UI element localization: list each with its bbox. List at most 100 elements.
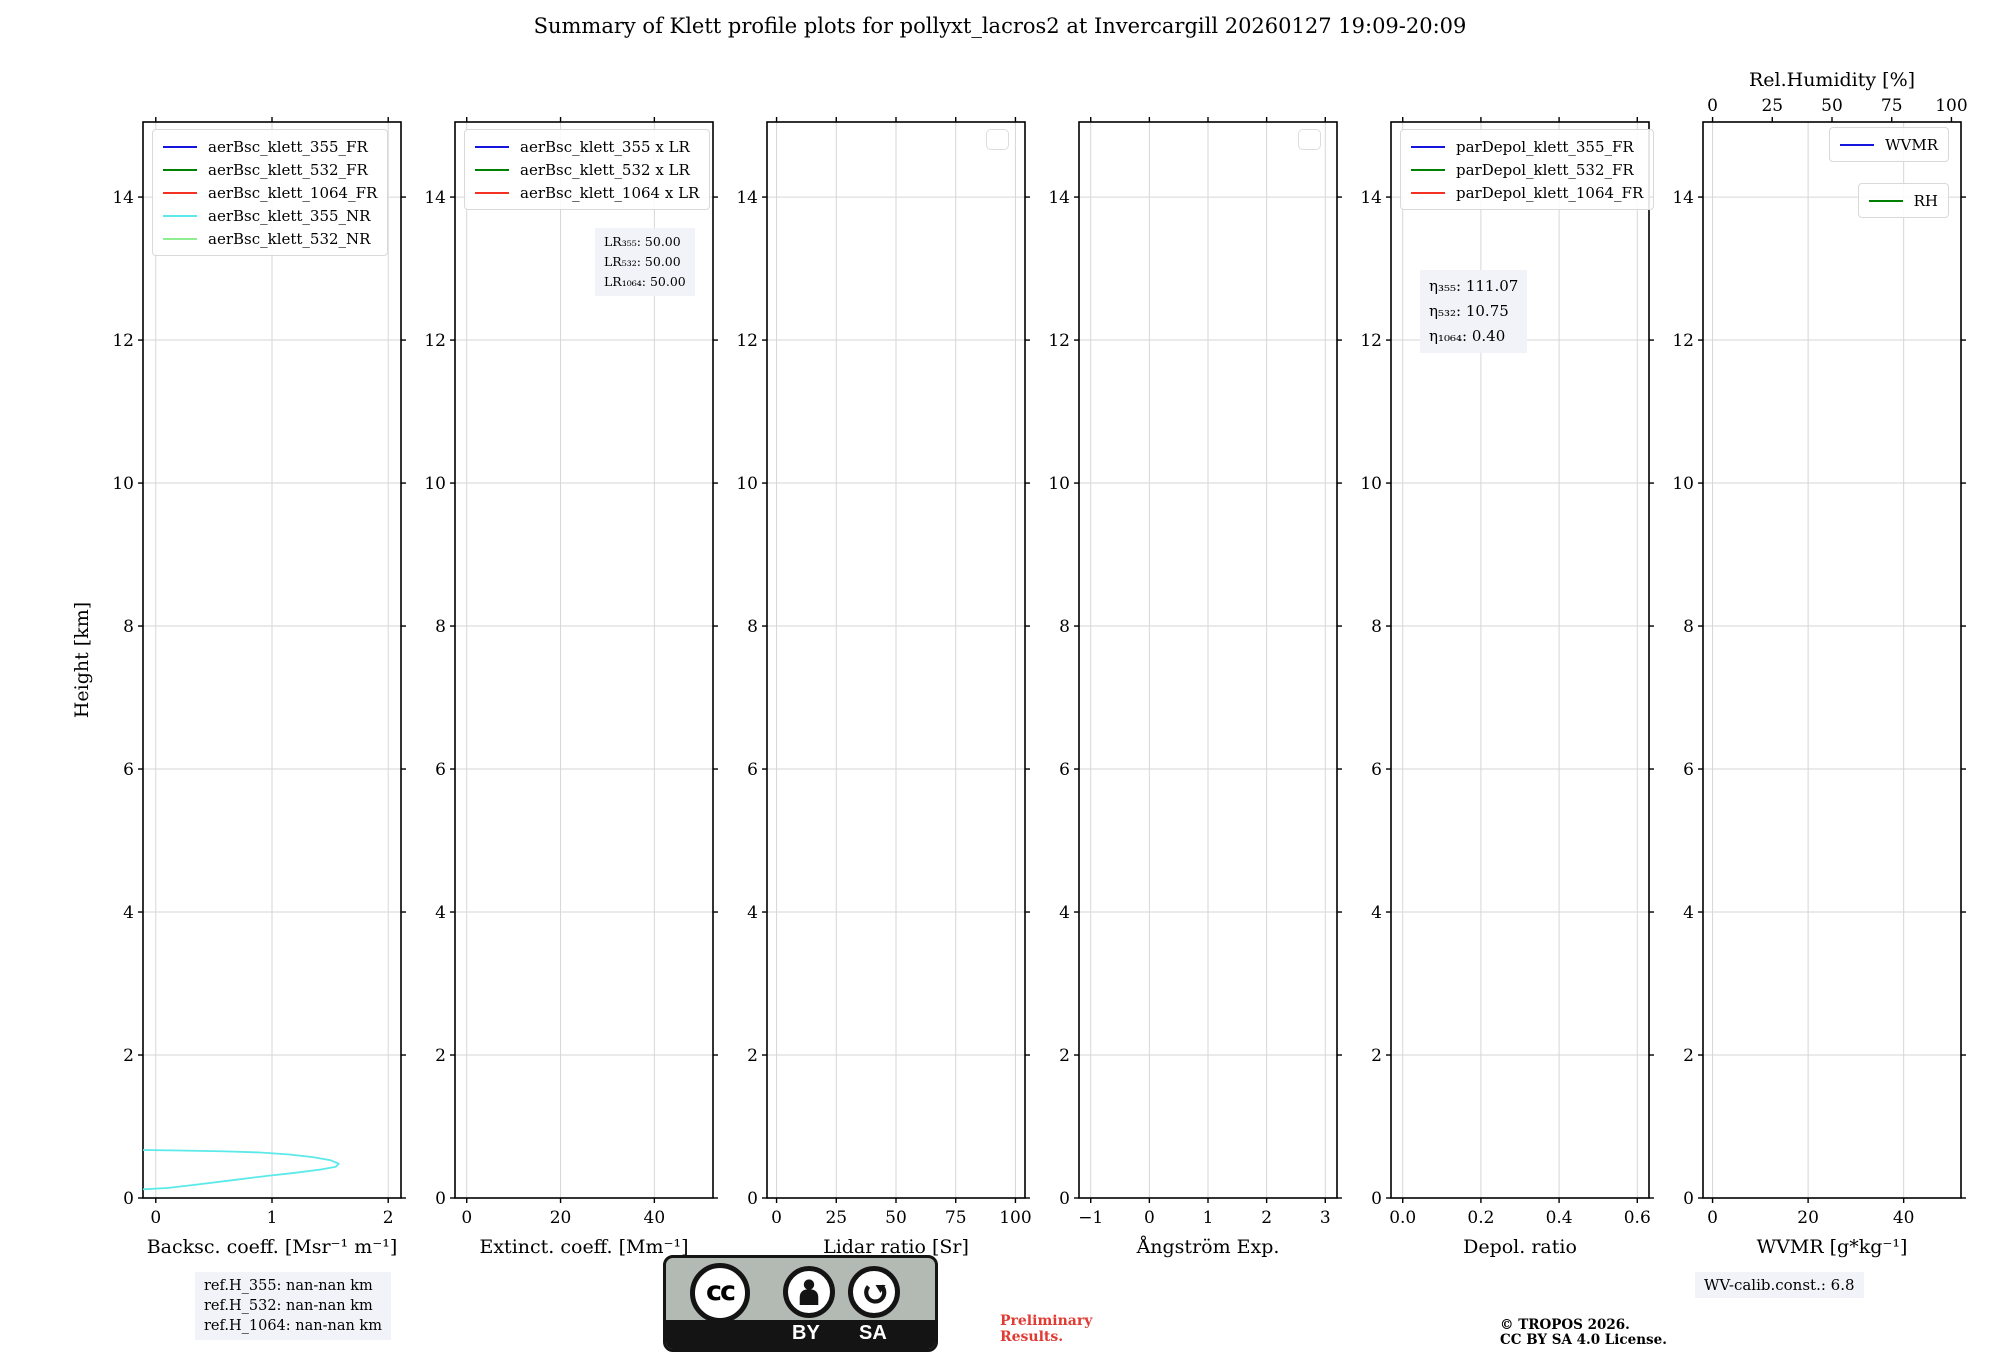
y-tick-label: 6 bbox=[1683, 760, 1694, 780]
y-tick-label: 4 bbox=[1059, 903, 1070, 923]
y-tick-label: 0 bbox=[123, 1189, 134, 1209]
axis-ticks bbox=[762, 117, 1030, 1203]
legend-line-sample bbox=[163, 214, 197, 217]
x-tick-label: 75 bbox=[945, 1208, 967, 1228]
x-tick-label: 0.4 bbox=[1546, 1208, 1573, 1228]
legend-entry: aerBsc_klett_355_FR bbox=[163, 135, 377, 158]
legend-line-sample bbox=[1411, 191, 1445, 194]
top-tick-label: 50 bbox=[1821, 96, 1843, 116]
legend-entry: parDepol_klett_1064_FR bbox=[1411, 181, 1643, 204]
figure-title: Summary of Klett profile plots for polly… bbox=[533, 14, 1467, 38]
copyright-note: © TROPOS 2026. CC BY SA 4.0 License. bbox=[1500, 1317, 1667, 1348]
legend-line-sample bbox=[163, 168, 197, 171]
y-tick-label: 6 bbox=[1371, 760, 1382, 780]
y-tick-label: 8 bbox=[435, 617, 446, 637]
x-tick-label: 2 bbox=[383, 1208, 394, 1228]
x-tick-label: 1 bbox=[1203, 1208, 1214, 1228]
legend-label: aerBsc_klett_355 x LR bbox=[520, 137, 690, 156]
x-tick-label: 40 bbox=[1893, 1208, 1915, 1228]
legend-line-sample bbox=[1840, 143, 1875, 146]
legend-label: aerBsc_klett_532_NR bbox=[208, 229, 371, 248]
y-tick-label: 2 bbox=[1683, 1046, 1694, 1066]
panel-wvmr: 0 20 40 0 2 4 6 8 10 12 14 0 25 50 75 100 Rel.Humidity [… bbox=[1672, 69, 1967, 1258]
legend-entry: aerBsc_klett_355 x LR bbox=[475, 135, 699, 158]
x-tick-label: 0.0 bbox=[1389, 1208, 1416, 1228]
legend-entry: aerBsc_klett_532_NR bbox=[163, 227, 377, 250]
y-tick-label: 8 bbox=[1683, 617, 1694, 637]
cc-logo-text: cc bbox=[705, 1275, 736, 1307]
gridlines bbox=[455, 122, 713, 1198]
x-tick-label: 0.6 bbox=[1624, 1208, 1651, 1228]
y-tick-label: 10 bbox=[736, 474, 758, 494]
axes-spines bbox=[1702, 121, 1962, 1199]
x-tick-label: 0 bbox=[1144, 1208, 1155, 1228]
legend-depol-ratio: parDepol_klett_355_FR parDepol_klett_532_… bbox=[1400, 129, 1655, 210]
y-tick-label: 10 bbox=[112, 474, 134, 494]
axis-ticks bbox=[450, 117, 718, 1203]
y-tick-label: 2 bbox=[1371, 1046, 1382, 1066]
textbox-depol-ratio: η₃₅₅: 111.07 η₅₃₂: 10.75 η₁₀₆₄: 0.40 bbox=[1420, 270, 1528, 353]
y-tick-label: 12 bbox=[1672, 331, 1694, 351]
x-tick-label: 40 bbox=[644, 1208, 666, 1228]
axes-spines bbox=[454, 121, 714, 1199]
profile-curve-aerBsc_klett_355_NR bbox=[142, 1149, 340, 1191]
tick-labels: 0 25 50 75 100 0 2 4 6 8 10 12 14 bbox=[736, 188, 1031, 1228]
legend-label: aerBsc_klett_355_FR bbox=[208, 137, 368, 156]
cc-attribution-person-icon bbox=[783, 1266, 835, 1318]
y-tick-label: 10 bbox=[424, 474, 446, 494]
legend-label: parDepol_klett_355_FR bbox=[1456, 137, 1634, 156]
x-tick-label: 20 bbox=[1797, 1208, 1819, 1228]
cc-license-badge: cc BY SA bbox=[663, 1255, 938, 1352]
legend-line-sample bbox=[475, 168, 509, 171]
textbox-line: η₁₀₆₄: 0.40 bbox=[1429, 327, 1506, 345]
top-tick-label: 100 bbox=[1935, 96, 1967, 116]
legend-label: aerBsc_klett_355_NR bbox=[208, 206, 371, 225]
legend-entry: parDepol_klett_355_FR bbox=[1411, 135, 1643, 158]
legend-line-sample bbox=[163, 191, 197, 194]
x-tick-label: 0.2 bbox=[1467, 1208, 1494, 1228]
legend-wvmr: WVMR bbox=[1829, 127, 1949, 162]
legend-line-sample bbox=[475, 145, 509, 148]
top-tick-label: 75 bbox=[1881, 96, 1903, 116]
y-tick-label: 14 bbox=[112, 188, 134, 208]
x-tick-label: 3 bbox=[1320, 1208, 1331, 1228]
gridlines bbox=[1079, 122, 1337, 1198]
y-tick-label: 6 bbox=[747, 760, 758, 780]
legend-entry: WVMR bbox=[1840, 133, 1938, 156]
x-axis-label: Depol. ratio bbox=[1463, 1236, 1577, 1258]
y-tick-label: 14 bbox=[1048, 188, 1070, 208]
top-tick-label: 25 bbox=[1761, 96, 1783, 116]
legend-entry: aerBsc_klett_355_NR bbox=[163, 204, 377, 227]
x-tick-label: 2 bbox=[1261, 1208, 1272, 1228]
cc-sharealike-arrow-icon bbox=[848, 1266, 900, 1318]
x-tick-label: 1 bbox=[267, 1208, 278, 1228]
x-tick-label: 50 bbox=[885, 1208, 907, 1228]
textbox-line: LR₃₅₅: 50.00 bbox=[604, 234, 681, 249]
legend-entry: aerBsc_klett_1064_FR bbox=[163, 181, 377, 204]
y-tick-label: 4 bbox=[1683, 903, 1694, 923]
x-tick-label: 100 bbox=[999, 1208, 1031, 1228]
panel-depol-ratio: 0.0 0.2 0.4 0.6 0 2 4 6 8 10 12 14 Depol. ratio bbox=[1360, 117, 1654, 1258]
reference-height-box: ref.H_355: nan-nan km ref.H_532: nan-nan… bbox=[195, 1272, 391, 1340]
x-tick-label: 20 bbox=[550, 1208, 572, 1228]
tick-labels: 0 20 40 0 2 4 6 8 10 12 14 bbox=[424, 188, 665, 1228]
y-tick-label: 6 bbox=[435, 760, 446, 780]
x-tick-label: 25 bbox=[825, 1208, 847, 1228]
y-tick-label: 12 bbox=[1360, 331, 1382, 351]
ref-height-532: ref.H_532: nan-nan km bbox=[204, 1298, 373, 1314]
y-tick-label: 4 bbox=[1371, 903, 1382, 923]
x-tick-label: 0 bbox=[150, 1208, 161, 1228]
y-tick-label: 6 bbox=[1059, 760, 1070, 780]
cc-badge-bar: BY SA bbox=[666, 1320, 935, 1349]
gridlines bbox=[143, 122, 401, 1198]
y-tick-label: 2 bbox=[747, 1046, 758, 1066]
axis-ticks bbox=[1698, 117, 1966, 1203]
legend-entry: RH bbox=[1868, 189, 1938, 212]
y-tick-label: 0 bbox=[747, 1189, 758, 1209]
preliminary-results-note: Preliminary Results. bbox=[1000, 1313, 1093, 1345]
y-tick-label: 4 bbox=[747, 903, 758, 923]
textbox-line: η₅₃₂: 10.75 bbox=[1429, 302, 1509, 320]
x-tick-label: 0 bbox=[461, 1208, 472, 1228]
